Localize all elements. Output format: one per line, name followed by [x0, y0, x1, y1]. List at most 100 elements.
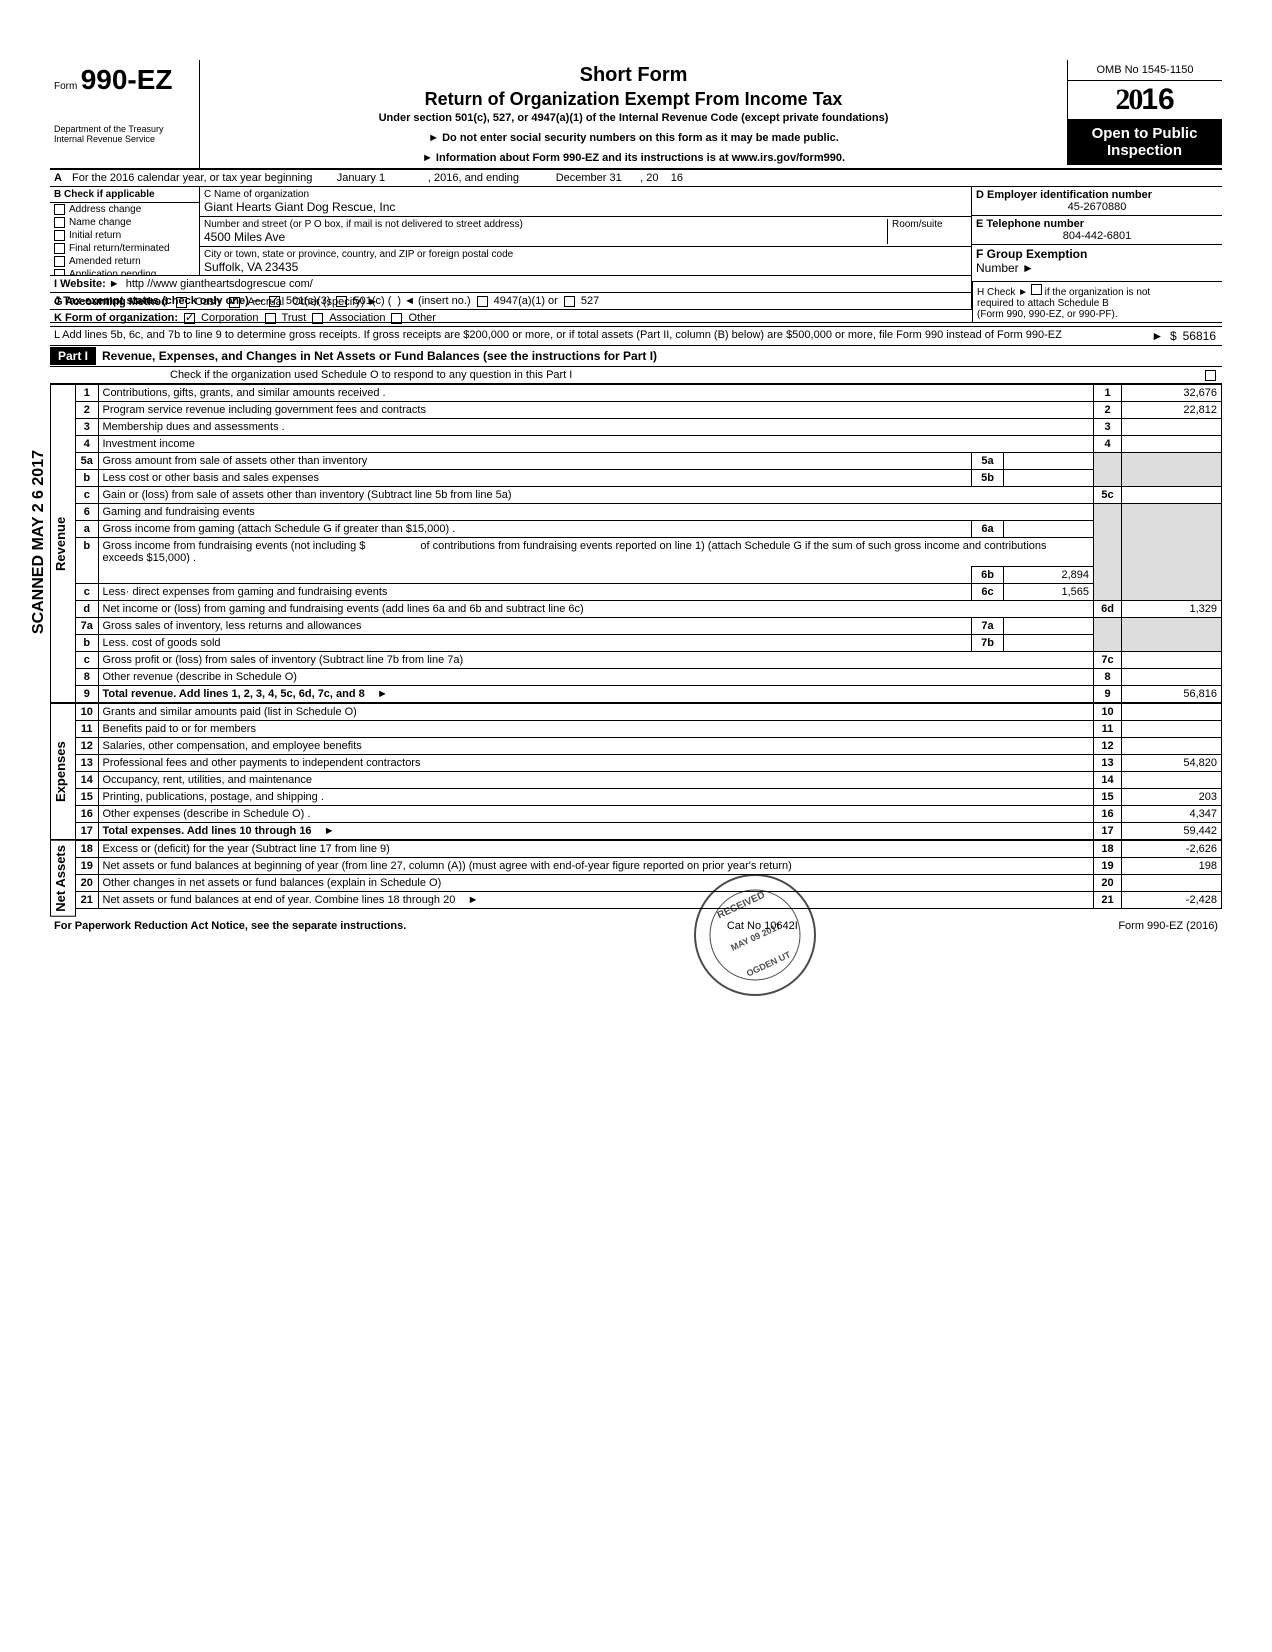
net-assets-table: 18Excess or (deficit) for the year (Subt… — [76, 840, 1222, 909]
line-5a-num: 5a — [76, 453, 98, 470]
line-6d-num: d — [76, 601, 98, 618]
line-5c-col: 5c — [1094, 487, 1122, 504]
begin-date: January 1 — [337, 172, 385, 184]
chk-schedule-o[interactable] — [1205, 370, 1216, 381]
lbl-insert-no: ) ◄ (insert no.) — [397, 295, 470, 307]
lbl-501c: 501(c) ( — [353, 295, 391, 307]
line-8-col: 8 — [1094, 669, 1122, 686]
expenses-table: 10Grants and similar amounts paid (list … — [76, 703, 1222, 840]
line-5b-num: b — [76, 470, 98, 487]
line-1-num: 1 — [76, 385, 98, 402]
paperwork-notice: For Paperwork Reduction Act Notice, see … — [54, 920, 406, 932]
line-1-amt: 32,676 — [1122, 385, 1222, 402]
line-15-col: 15 — [1094, 789, 1122, 806]
line-5a-desc: Gross amount from sale of assets other t… — [98, 453, 972, 470]
chk-501c3[interactable] — [269, 296, 280, 307]
row-k-label: K Form of organization: — [54, 312, 178, 324]
line-5b-sub: 5b — [972, 470, 1004, 487]
line-4-num: 4 — [76, 436, 98, 453]
chk-initial-return[interactable] — [54, 230, 65, 241]
line-17-col: 17 — [1094, 823, 1122, 840]
line-4-col: 4 — [1094, 436, 1122, 453]
part-i-title: Revenue, Expenses, and Changes in Net As… — [96, 346, 1222, 366]
line-14-amt — [1122, 772, 1222, 789]
schedule-o-text: Check if the organization used Schedule … — [170, 369, 572, 381]
street-value: 4500 Miles Ave — [204, 230, 887, 244]
line-19-amt: 198 — [1122, 858, 1222, 875]
line-6a-desc: Gross income from gaming (attach Schedul… — [98, 521, 972, 538]
line-21-col: 21 — [1094, 892, 1122, 909]
line-20-amt — [1122, 875, 1222, 892]
chk-address-change[interactable] — [54, 204, 65, 215]
lbl-501c3: 501(c)(3) — [286, 295, 331, 307]
line-6b-desc1: Gross income from fundraising events (no… — [103, 540, 366, 552]
lbl-address-change: Address change — [69, 204, 141, 215]
line-11-num: 11 — [76, 721, 98, 738]
chk-527[interactable] — [564, 296, 575, 307]
line-4-desc: Investment income — [98, 436, 1094, 453]
line-5c-desc: Gain or (loss) from sale of assets other… — [98, 487, 1094, 504]
svg-text:OGDEN UT: OGDEN UT — [745, 949, 793, 978]
lbl-amended-return: Amended return — [69, 256, 141, 267]
section-net-assets-label: Net Assets — [50, 840, 76, 917]
col-b-header: B Check if applicable — [50, 187, 199, 203]
inspection: Inspection — [1069, 142, 1220, 159]
line-12-num: 12 — [76, 738, 98, 755]
city-label: City or town, state or province, country… — [204, 249, 967, 260]
line-3-num: 3 — [76, 419, 98, 436]
line-18-col: 18 — [1094, 841, 1122, 858]
title-short-form: Short Form — [208, 64, 1059, 87]
chk-corporation[interactable] — [184, 313, 195, 324]
row-a-tax-year: A For the 2016 calendar year, or tax yea… — [50, 170, 1222, 187]
line-14-num: 14 — [76, 772, 98, 789]
info-line: ► Information about Form 990-EZ and its … — [208, 152, 1059, 164]
line-12-desc: Salaries, other compensation, and employ… — [98, 738, 1094, 755]
line-17-amt: 59,442 — [1122, 823, 1222, 840]
line-19-col: 19 — [1094, 858, 1122, 875]
omb-number: OMB No 1545-1150 — [1067, 60, 1222, 81]
line-21-num: 21 — [76, 892, 98, 909]
line-2-num: 2 — [76, 402, 98, 419]
chk-name-change[interactable] — [54, 217, 65, 228]
year-prefix: 20 — [1115, 83, 1141, 116]
line-6b-num: b — [76, 538, 98, 584]
line-18-desc: Excess or (deficit) for the year (Subtra… — [98, 841, 1094, 858]
lbl-527: 527 — [581, 295, 599, 307]
chk-association[interactable] — [312, 313, 323, 324]
line-7c-col: 7c — [1094, 652, 1122, 669]
chk-schedule-b[interactable] — [1031, 284, 1042, 295]
line-14-desc: Occupancy, rent, utilities, and maintena… — [98, 772, 1094, 789]
line-16-desc: Other expenses (describe in Schedule O) … — [98, 806, 1094, 823]
chk-trust[interactable] — [265, 313, 276, 324]
org-name-label: C Name of organization — [204, 189, 967, 200]
line-7a-num: 7a — [76, 618, 98, 635]
chk-501c[interactable] — [336, 296, 347, 307]
lbl-final-return: Final return/terminated — [69, 243, 170, 254]
line-6a-subamt — [1004, 521, 1094, 538]
line-5b-subamt — [1004, 470, 1094, 487]
revenue-table: 1Contributions, gifts, grants, and simil… — [76, 384, 1222, 703]
row-j-label: J Tax-exempt status (check only one) — — [54, 295, 263, 307]
line-7b-desc: Less. cost of goods sold — [98, 635, 972, 652]
line-18-amt: -2,626 — [1122, 841, 1222, 858]
line-7c-amt — [1122, 652, 1222, 669]
line-8-desc: Other revenue (describe in Schedule O) — [98, 669, 1094, 686]
line-7c-num: c — [76, 652, 98, 669]
line-15-desc: Printing, publications, postage, and shi… — [98, 789, 1094, 806]
chk-final-return[interactable] — [54, 243, 65, 254]
line-14-col: 14 — [1094, 772, 1122, 789]
line-1-desc: Contributions, gifts, grants, and simila… — [98, 385, 1094, 402]
lbl-initial-return: Initial return — [69, 230, 121, 241]
chk-4947[interactable] — [477, 296, 488, 307]
line-4-amt — [1122, 436, 1222, 453]
chk-amended-return[interactable] — [54, 256, 65, 267]
chk-other-org[interactable] — [391, 313, 402, 324]
row-a-text1: For the 2016 calendar year, or tax year … — [72, 172, 312, 184]
line-12-col: 12 — [1094, 738, 1122, 755]
group-number-label: Number ► — [976, 261, 1218, 275]
line-15-num: 15 — [76, 789, 98, 806]
irs-label: Internal Revenue Service — [54, 134, 195, 144]
row-a-label: A — [50, 170, 68, 186]
street-label: Number and street (or P O box, if mail i… — [204, 219, 887, 230]
line-6c-desc: Less· direct expenses from gaming and fu… — [98, 584, 972, 601]
